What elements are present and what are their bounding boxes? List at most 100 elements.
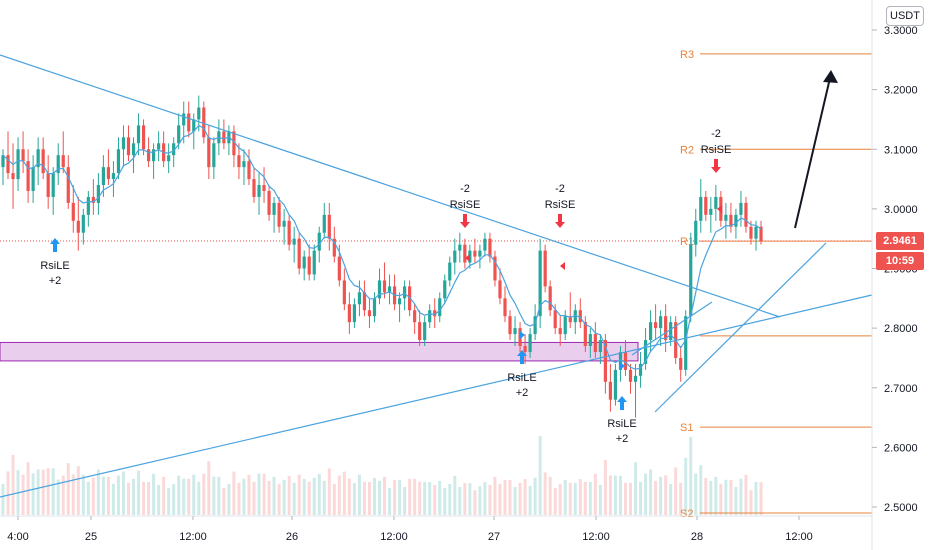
candle-body [734,214,738,227]
volume-bar [347,478,351,515]
candle-body [387,286,392,293]
candle-body [152,149,156,162]
candle-body [157,143,161,150]
price-axis[interactable]: 3.30003.20003.10003.00002.90002.80002.70… [872,25,918,514]
candle-body [21,149,25,162]
volume-bar [197,481,201,515]
candle-body [202,107,206,138]
moving-average [2,124,762,370]
candle-body [483,238,487,251]
candle-body [172,143,176,156]
volume-bar [423,482,427,515]
long-signal-arrow-icon [50,238,60,252]
candle-body [292,238,296,245]
candle-body [664,316,668,341]
volume-bar [649,469,653,515]
candle-body [146,149,151,162]
trendlines[interactable] [0,54,873,498]
time-tick-label: 12:00 [582,531,610,543]
candle-body [11,173,15,180]
volume-bar [272,476,276,515]
candle-body [81,214,85,233]
countdown-badge: 10:59 [876,252,924,270]
candle-body [628,369,633,382]
candle-body [754,226,758,239]
time-tick-label: 28 [691,531,703,543]
signal-label: RsiLE [507,372,536,384]
time-axis[interactable]: 4:00 25 12:00 26 12:00 27 12:00 28 12:00 [7,516,813,543]
volume-bar [81,474,85,515]
candle-body [478,250,482,257]
candle-body [282,220,286,227]
candle-body [458,244,462,251]
volume-bar [488,485,492,515]
volume-bar [639,481,643,515]
candle-body [56,155,60,174]
candle-body [192,119,196,132]
signal-label: +2 [616,433,629,445]
projection-arrow[interactable] [794,70,838,229]
projection-arrow-line [794,77,831,229]
candle-body [71,202,75,221]
candle-body [187,113,191,132]
volume-bar [172,484,176,515]
candle-body [598,340,602,352]
volume-bar [709,480,713,515]
candle-body [428,310,432,323]
candle-body [689,244,693,317]
candle-body [317,232,321,251]
candle-body [277,202,281,227]
volume-bar [237,482,241,515]
candle-body [182,113,186,126]
price-tick-label: 3.1000 [884,144,918,156]
volume-bar [739,478,743,515]
volume-bar [528,486,532,515]
signal-label: RsiLE [40,260,69,272]
volume-bar [498,483,502,515]
candle-body [307,256,311,275]
candle-body [131,143,136,156]
volume-bar [623,482,627,515]
volume-bar [598,485,602,515]
volume-bar [478,486,482,515]
plot-background [0,0,872,516]
candle-body [36,149,40,168]
volume-bar [352,483,356,515]
volume-bar [132,478,136,515]
candle-body [61,155,65,168]
volume-bar [182,478,186,515]
signal-label: +2 [516,387,529,399]
candle-body [443,280,447,299]
candle-body [207,137,211,168]
candle-body [709,208,713,215]
volume-bar [327,468,331,515]
candle-body [573,310,577,323]
volume-bar [438,481,442,515]
candle-body [669,322,673,341]
volume-bar [523,479,527,515]
candle-body [648,322,653,341]
candle-body [272,202,276,215]
volume-bar [568,482,572,515]
volume-bar [754,482,758,515]
candle-body [242,161,246,168]
volume-bar [684,457,688,515]
candle-body [26,161,30,191]
volume-bar [307,481,311,515]
candle-body [643,340,648,364]
candle-body [714,196,718,209]
volume-bar [11,454,15,515]
candle-body [262,185,266,191]
candle-body [633,375,638,382]
candle-body [473,250,477,257]
volume-bar [699,465,703,515]
volume-bar [664,475,668,515]
volume-bar [393,479,397,515]
currency-label[interactable]: USDT [886,6,924,26]
volume-bar [147,482,151,515]
candle-body [372,298,377,317]
volume-bar [212,476,216,515]
volume-bar [41,469,45,515]
candle-body [679,357,683,370]
